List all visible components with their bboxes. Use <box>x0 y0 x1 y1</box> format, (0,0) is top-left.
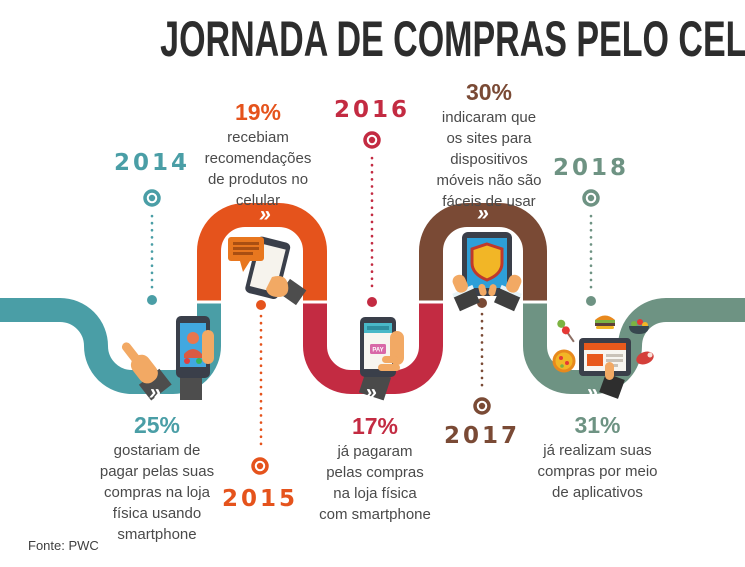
stat-percent-2015: 19% <box>234 99 282 125</box>
marker-2015 <box>251 300 269 475</box>
hands-video-call-phone-illustration <box>121 316 214 401</box>
hand-phone-chat-bubble-illustration <box>228 236 307 306</box>
stat-block-2017: 30% indicaram que os sites para disposit… <box>408 79 570 212</box>
stat-block-2015: 19% recebiam recomendações de produtos n… <box>178 99 338 211</box>
stat-description-2016: já pagaram pelas compras na loja física … <box>319 443 431 523</box>
chevron-right-icon: » <box>586 381 598 404</box>
chevron-right-icon: » <box>477 202 489 225</box>
burger-icon <box>595 315 615 329</box>
pizza-icon <box>552 349 576 373</box>
marker-2016 <box>363 131 381 307</box>
skewer-icon <box>557 319 575 343</box>
stat-block-2016: 17% já pagaram pelas compras na loja fís… <box>290 413 460 525</box>
path-segment-2015 <box>197 203 327 302</box>
stat-description-2017: indicaram que os sites para dispositivos… <box>436 109 542 210</box>
pay-button-label: PAY <box>372 348 383 354</box>
tablet-food-delivery-app-illustration <box>552 315 654 399</box>
chevron-right-icon: » <box>259 203 271 226</box>
chevron-right-icon: » <box>149 381 161 404</box>
stat-description-2018: já realizam suas compras por meio de apl… <box>537 442 658 501</box>
stat-percent-2014: 25% <box>133 412 181 438</box>
path-segment-2017 <box>419 203 547 302</box>
marker-2017 <box>473 298 491 415</box>
chevron-right-icon: » <box>365 381 377 404</box>
title-wrap: JORNADA DE COMPRAS PELO CELULAR <box>0 10 745 68</box>
year-label-2016: 2016 <box>333 97 410 123</box>
stat-block-2014: 25% gostariam de pagar pelas suas compra… <box>72 412 242 545</box>
stat-description-2015: recebiam recomendações de produtos no ce… <box>204 129 312 209</box>
year-label-2018: 2018 <box>552 155 629 181</box>
page-title: JORNADA DE COMPRAS PELO CELULAR <box>160 11 745 67</box>
year-label-2014: 2014 <box>113 150 190 176</box>
segment-joints <box>196 300 548 304</box>
year-label-2015: 2015 <box>221 486 298 512</box>
stat-description-2014: gostariam de pagar pelas suas compras na… <box>99 442 215 543</box>
source-label: Fonte: PWC <box>28 538 99 553</box>
stat-percent-2016: 17% <box>351 413 399 439</box>
year-label-2017: 2017 <box>443 423 520 449</box>
hand-phone-payment-illustration: PAY <box>358 317 404 401</box>
stat-percent-2017: 30% <box>465 79 513 105</box>
marker-2018 <box>582 189 600 306</box>
stat-block-2018: 31% já realizam suas compras por meio de… <box>505 412 690 503</box>
marker-2014 <box>143 189 161 305</box>
hands-tablet-security-shield-illustration <box>452 232 522 312</box>
stat-percent-2018: 31% <box>574 412 621 438</box>
salad-bowl-icon <box>629 319 649 334</box>
meat-icon <box>636 351 654 365</box>
